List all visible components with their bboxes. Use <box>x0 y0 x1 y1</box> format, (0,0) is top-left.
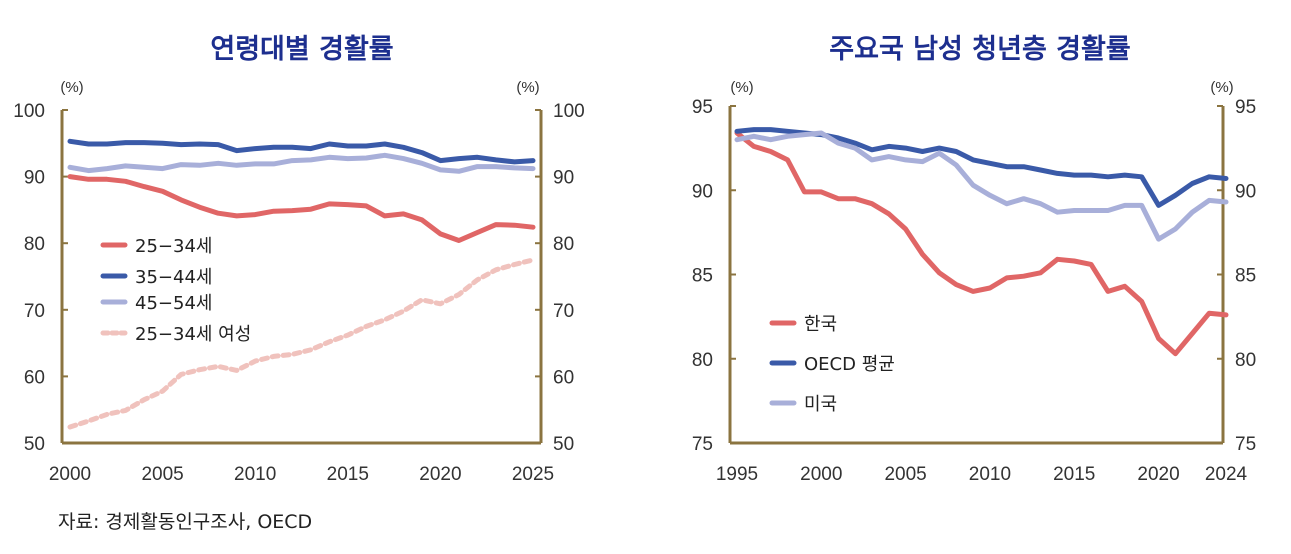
x-tick-label: 2020 <box>1137 464 1179 485</box>
series-line-3 <box>67 257 536 430</box>
unit-label-right: (%) <box>516 79 539 96</box>
chart-title: 주요국 남성 청년층 경활률 <box>829 34 1130 65</box>
legend-label: 25−34세 <box>135 236 212 257</box>
legend-label: 35−44세 <box>135 267 212 288</box>
chart-age-group-participation: 연령대별 경활률 (%) (%) 50 50 60 60 70 70 80 80 90 90 100 100… <box>13 34 584 485</box>
y-tick-label-right: 90 <box>553 168 574 189</box>
y-tick-label-left: 85 <box>692 266 713 287</box>
y-tick-label-right: 60 <box>553 367 574 388</box>
x-tick-label: 2010 <box>969 464 1011 485</box>
y-tick-label-right: 75 <box>1235 434 1256 455</box>
y-tick-label-left: 90 <box>24 168 45 189</box>
x-tick-label: 2015 <box>1053 464 1095 485</box>
x-tick-label: 2024 <box>1205 464 1248 485</box>
x-tick-label: 2020 <box>419 464 461 485</box>
y-tick-label-left: 80 <box>24 234 45 255</box>
legend-label: 25−34세 여성 <box>135 324 251 345</box>
unit-label-right: (%) <box>1210 79 1233 96</box>
legend-label: 미국 <box>804 394 837 415</box>
series-line-0 <box>734 130 1229 357</box>
y-tick-label-left: 90 <box>692 181 713 202</box>
y-tick-label-right: 85 <box>1235 266 1256 287</box>
y-tick-label-left: 70 <box>24 301 45 322</box>
x-tick-label: 2005 <box>884 464 926 485</box>
x-tick-label: 2025 <box>512 464 554 485</box>
chart-young-male-participation: 주요국 남성 청년층 경활률 (%) (%) 75 75 80 80 85 85 90 90 95 95… <box>692 34 1256 485</box>
y-tick-label-left: 75 <box>692 434 713 455</box>
unit-label-left: (%) <box>730 79 753 96</box>
series-line-0 <box>67 174 536 243</box>
x-tick-label: 2015 <box>327 464 369 485</box>
y-tick-label-right: 80 <box>553 234 574 255</box>
y-tick-label-left: 100 <box>13 101 45 122</box>
x-tick-label: 2005 <box>141 464 183 485</box>
source-note: 자료: 경제활동인구조사, OECD <box>58 511 312 533</box>
legend-label: 한국 <box>804 314 837 335</box>
legend-label: OECD 평균 <box>804 354 895 375</box>
y-tick-label-right: 50 <box>553 434 574 455</box>
y-tick-label-right: 90 <box>1235 181 1256 202</box>
y-tick-label-left: 80 <box>692 350 713 371</box>
x-tick-label: 2000 <box>49 464 91 485</box>
y-tick-label-right: 80 <box>1235 350 1256 371</box>
series-line-2 <box>67 152 536 174</box>
series-line-1 <box>67 138 536 165</box>
y-tick-label-right: 95 <box>1235 97 1256 118</box>
x-tick-label: 2000 <box>800 464 842 485</box>
x-tick-label: 2010 <box>234 464 276 485</box>
y-tick-label-right: 100 <box>553 101 585 122</box>
y-tick-label-right: 70 <box>553 301 574 322</box>
chart-title: 연령대별 경활률 <box>210 34 393 65</box>
x-tick-label: 1995 <box>716 464 758 485</box>
unit-label-left: (%) <box>60 79 83 96</box>
y-tick-label-left: 60 <box>24 367 45 388</box>
series-line-2 <box>734 130 1229 242</box>
y-tick-label-left: 95 <box>692 97 713 118</box>
y-tick-label-left: 50 <box>24 434 45 455</box>
legend-label: 45−54세 <box>135 293 212 314</box>
